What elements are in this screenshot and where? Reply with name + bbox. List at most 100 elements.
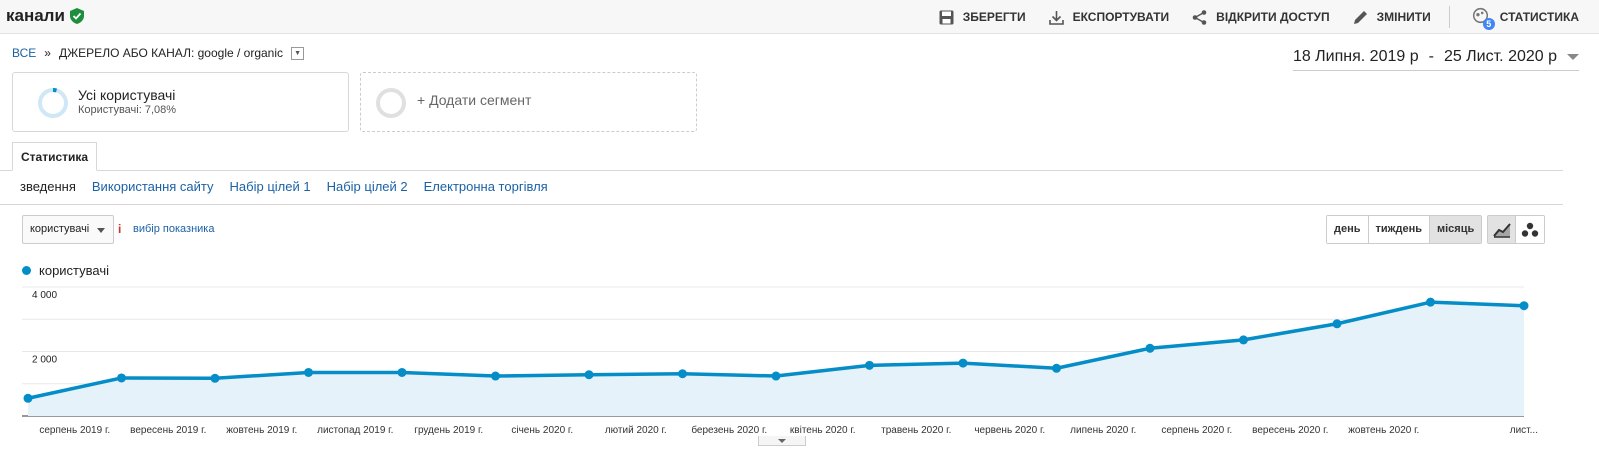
tab-strip: Статистика: [0, 142, 1563, 171]
chart-legend: користувачі: [22, 263, 109, 278]
data-point: [117, 373, 126, 383]
breadcrumb-root[interactable]: ВСЕ: [12, 46, 37, 60]
data-point: [210, 373, 220, 383]
export-button[interactable]: ЕКСПОРТУВАТИ: [1048, 9, 1170, 26]
data-point: [584, 370, 594, 380]
save-button-label: ЗБЕРЕГТИ: [962, 10, 1026, 24]
line-chart-button[interactable]: [1488, 216, 1516, 243]
download-icon: [1048, 10, 1064, 25]
chevron-down-icon: [97, 228, 105, 233]
insights-button[interactable]: 5 СТАТИСТИКА: [1472, 7, 1579, 30]
page-title: канали: [6, 6, 84, 26]
segment-all-users[interactable]: Усі користувачі Користувачі: 7,08%: [12, 72, 349, 132]
subtab-site-usage[interactable]: Використання сайту: [91, 179, 214, 194]
data-point: [1519, 301, 1529, 311]
header-actions: ЗБЕРЕГТИ ЕКСПОРТУВАТИ ВІДКРИТИ ДОСТУП ЗМ…: [916, 0, 1579, 34]
x-tick-label: лист...: [1510, 425, 1538, 436]
data-point: [771, 371, 781, 381]
tab-statistics[interactable]: Статистика: [12, 142, 98, 171]
subtab-ecommerce[interactable]: Електронна торгівля: [423, 179, 548, 194]
add-segment-label: + Додати сегмент: [417, 92, 532, 108]
insights-icon: [1472, 7, 1488, 24]
edit-button-label: ЗМІНИТИ: [1376, 10, 1431, 24]
chart-type-toggle: [1487, 215, 1545, 244]
insights-button-label: СТАТИСТИКА: [1499, 10, 1579, 24]
chart-expand-handle[interactable]: [758, 436, 806, 446]
date-range-picker[interactable]: 18 Липня. 2019 р - 25 Лист. 2020 р: [1292, 48, 1579, 71]
save-button[interactable]: ЗБЕРЕГТИ: [938, 9, 1026, 26]
x-tick-label: квітень 2020 г.: [790, 425, 856, 436]
data-point: [958, 358, 968, 368]
info-icon: i: [118, 222, 122, 236]
data-point: [397, 367, 407, 377]
chevron-down-icon: ▼: [294, 49, 301, 57]
share-button[interactable]: ВІДКРИТИ ДОСТУП: [1191, 9, 1330, 26]
data-point: [678, 369, 687, 379]
breadcrumb-separator: »: [44, 46, 51, 60]
data-point: [1332, 319, 1342, 329]
breadcrumb-filter: ДЖЕРЕЛО АБО КАНАЛ: google / organic: [59, 46, 283, 60]
bubble-chart-icon: [1521, 222, 1539, 237]
x-tick-label: березень 2020 г.: [691, 424, 767, 436]
x-tick-label: жовтень 2019 г.: [226, 425, 297, 436]
granularity-day[interactable]: день: [1327, 216, 1369, 243]
empty-ring-icon: [376, 88, 406, 118]
top-bar: канали ЗБЕРЕГТИ ЕКСПОРТУВАТИ ВІДКРИТИ ДО…: [0, 0, 1599, 34]
y-tick-label: 4 000: [32, 290, 57, 301]
data-point: [1426, 297, 1435, 307]
pick-metric-link[interactable]: вибір показника: [133, 223, 215, 235]
data-point: [491, 371, 500, 381]
segment-subtitle: Користувачі: 7,08%: [78, 104, 177, 116]
subtab-summary[interactable]: зведення: [20, 179, 76, 194]
line-chart-icon: [1492, 222, 1511, 238]
add-segment-button[interactable]: + Додати сегмент: [360, 72, 697, 132]
share-icon: [1192, 9, 1207, 25]
x-tick-label: жовтень 2020 г.: [1348, 425, 1419, 436]
x-tick-label: серпень 2019 г.: [39, 425, 110, 436]
breadcrumb-filter-value: google / organic: [197, 46, 284, 60]
breadcrumb: ВСЕ » ДЖЕРЕЛО АБО КАНАЛ: google / organi…: [12, 46, 305, 60]
data-point: [1145, 343, 1155, 353]
breadcrumb-dropdown[interactable]: ▼: [291, 46, 305, 60]
caret-down-icon: [1567, 54, 1579, 60]
granularity-week[interactable]: тиждень: [1368, 216, 1430, 243]
insights-badge: 5: [1482, 18, 1495, 30]
motion-chart-button[interactable]: [1516, 216, 1544, 243]
subtab-goal-set-1[interactable]: Набір цілей 1: [229, 179, 311, 194]
share-button-label: ВІДКРИТИ ДОСТУП: [1216, 10, 1330, 24]
x-tick-label: травень 2020 г.: [881, 425, 951, 436]
x-tick-label: листопад 2019 г.: [317, 425, 393, 436]
breadcrumb-filter-key: ДЖЕРЕЛО АБО КАНАЛ:: [58, 46, 195, 60]
metric-select-value: користувачі: [30, 223, 90, 235]
x-tick-label: серпень 2020 г.: [1161, 425, 1232, 436]
x-tick-label: вересень 2020 г.: [1252, 425, 1328, 436]
export-button-label: ЕКСПОРТУВАТИ: [1072, 10, 1170, 24]
chevron-down-icon: [778, 438, 786, 443]
shield-check-icon: [69, 8, 84, 24]
segment-title: Усі користувачі: [78, 87, 176, 103]
x-tick-label: лютий 2020 г.: [605, 425, 667, 436]
pencil-icon: [1353, 10, 1367, 24]
data-point: [1052, 363, 1061, 373]
insights-icon-wrap: 5: [1472, 7, 1495, 30]
subtab-bar: зведення Використання сайту Набір цілей …: [20, 179, 548, 194]
users-line-chart: 2 000 4 000 серпень 2019 г. вересень 2019 г…: [22, 286, 1538, 436]
segment-ring-icon: [38, 88, 68, 118]
granularity-month[interactable]: місяць: [1429, 216, 1482, 243]
x-tick-label: грудень 2019 г.: [414, 425, 483, 436]
x-tick-label: липень 2020 г.: [1070, 425, 1136, 436]
x-tick-label: січень 2020 г.: [511, 425, 573, 436]
edit-button[interactable]: ЗМІНИТИ: [1352, 9, 1431, 26]
metric-select[interactable]: користувачі: [22, 215, 114, 244]
page-title-text: канали: [6, 6, 65, 25]
date-end: 25 Лист. 2020 р: [1443, 48, 1557, 65]
header-separator: [1448, 6, 1450, 28]
legend-dot: [22, 266, 31, 275]
x-tick-label: вересень 2019 г.: [130, 425, 206, 436]
x-tick-label: червень 2020 г.: [974, 425, 1045, 436]
subtab-goal-set-2[interactable]: Набір цілей 2: [326, 179, 408, 194]
data-point: [1239, 335, 1248, 345]
data-point: [304, 367, 313, 377]
data-point: [865, 360, 874, 370]
date-start: 18 Липня. 2019 р: [1292, 48, 1419, 65]
